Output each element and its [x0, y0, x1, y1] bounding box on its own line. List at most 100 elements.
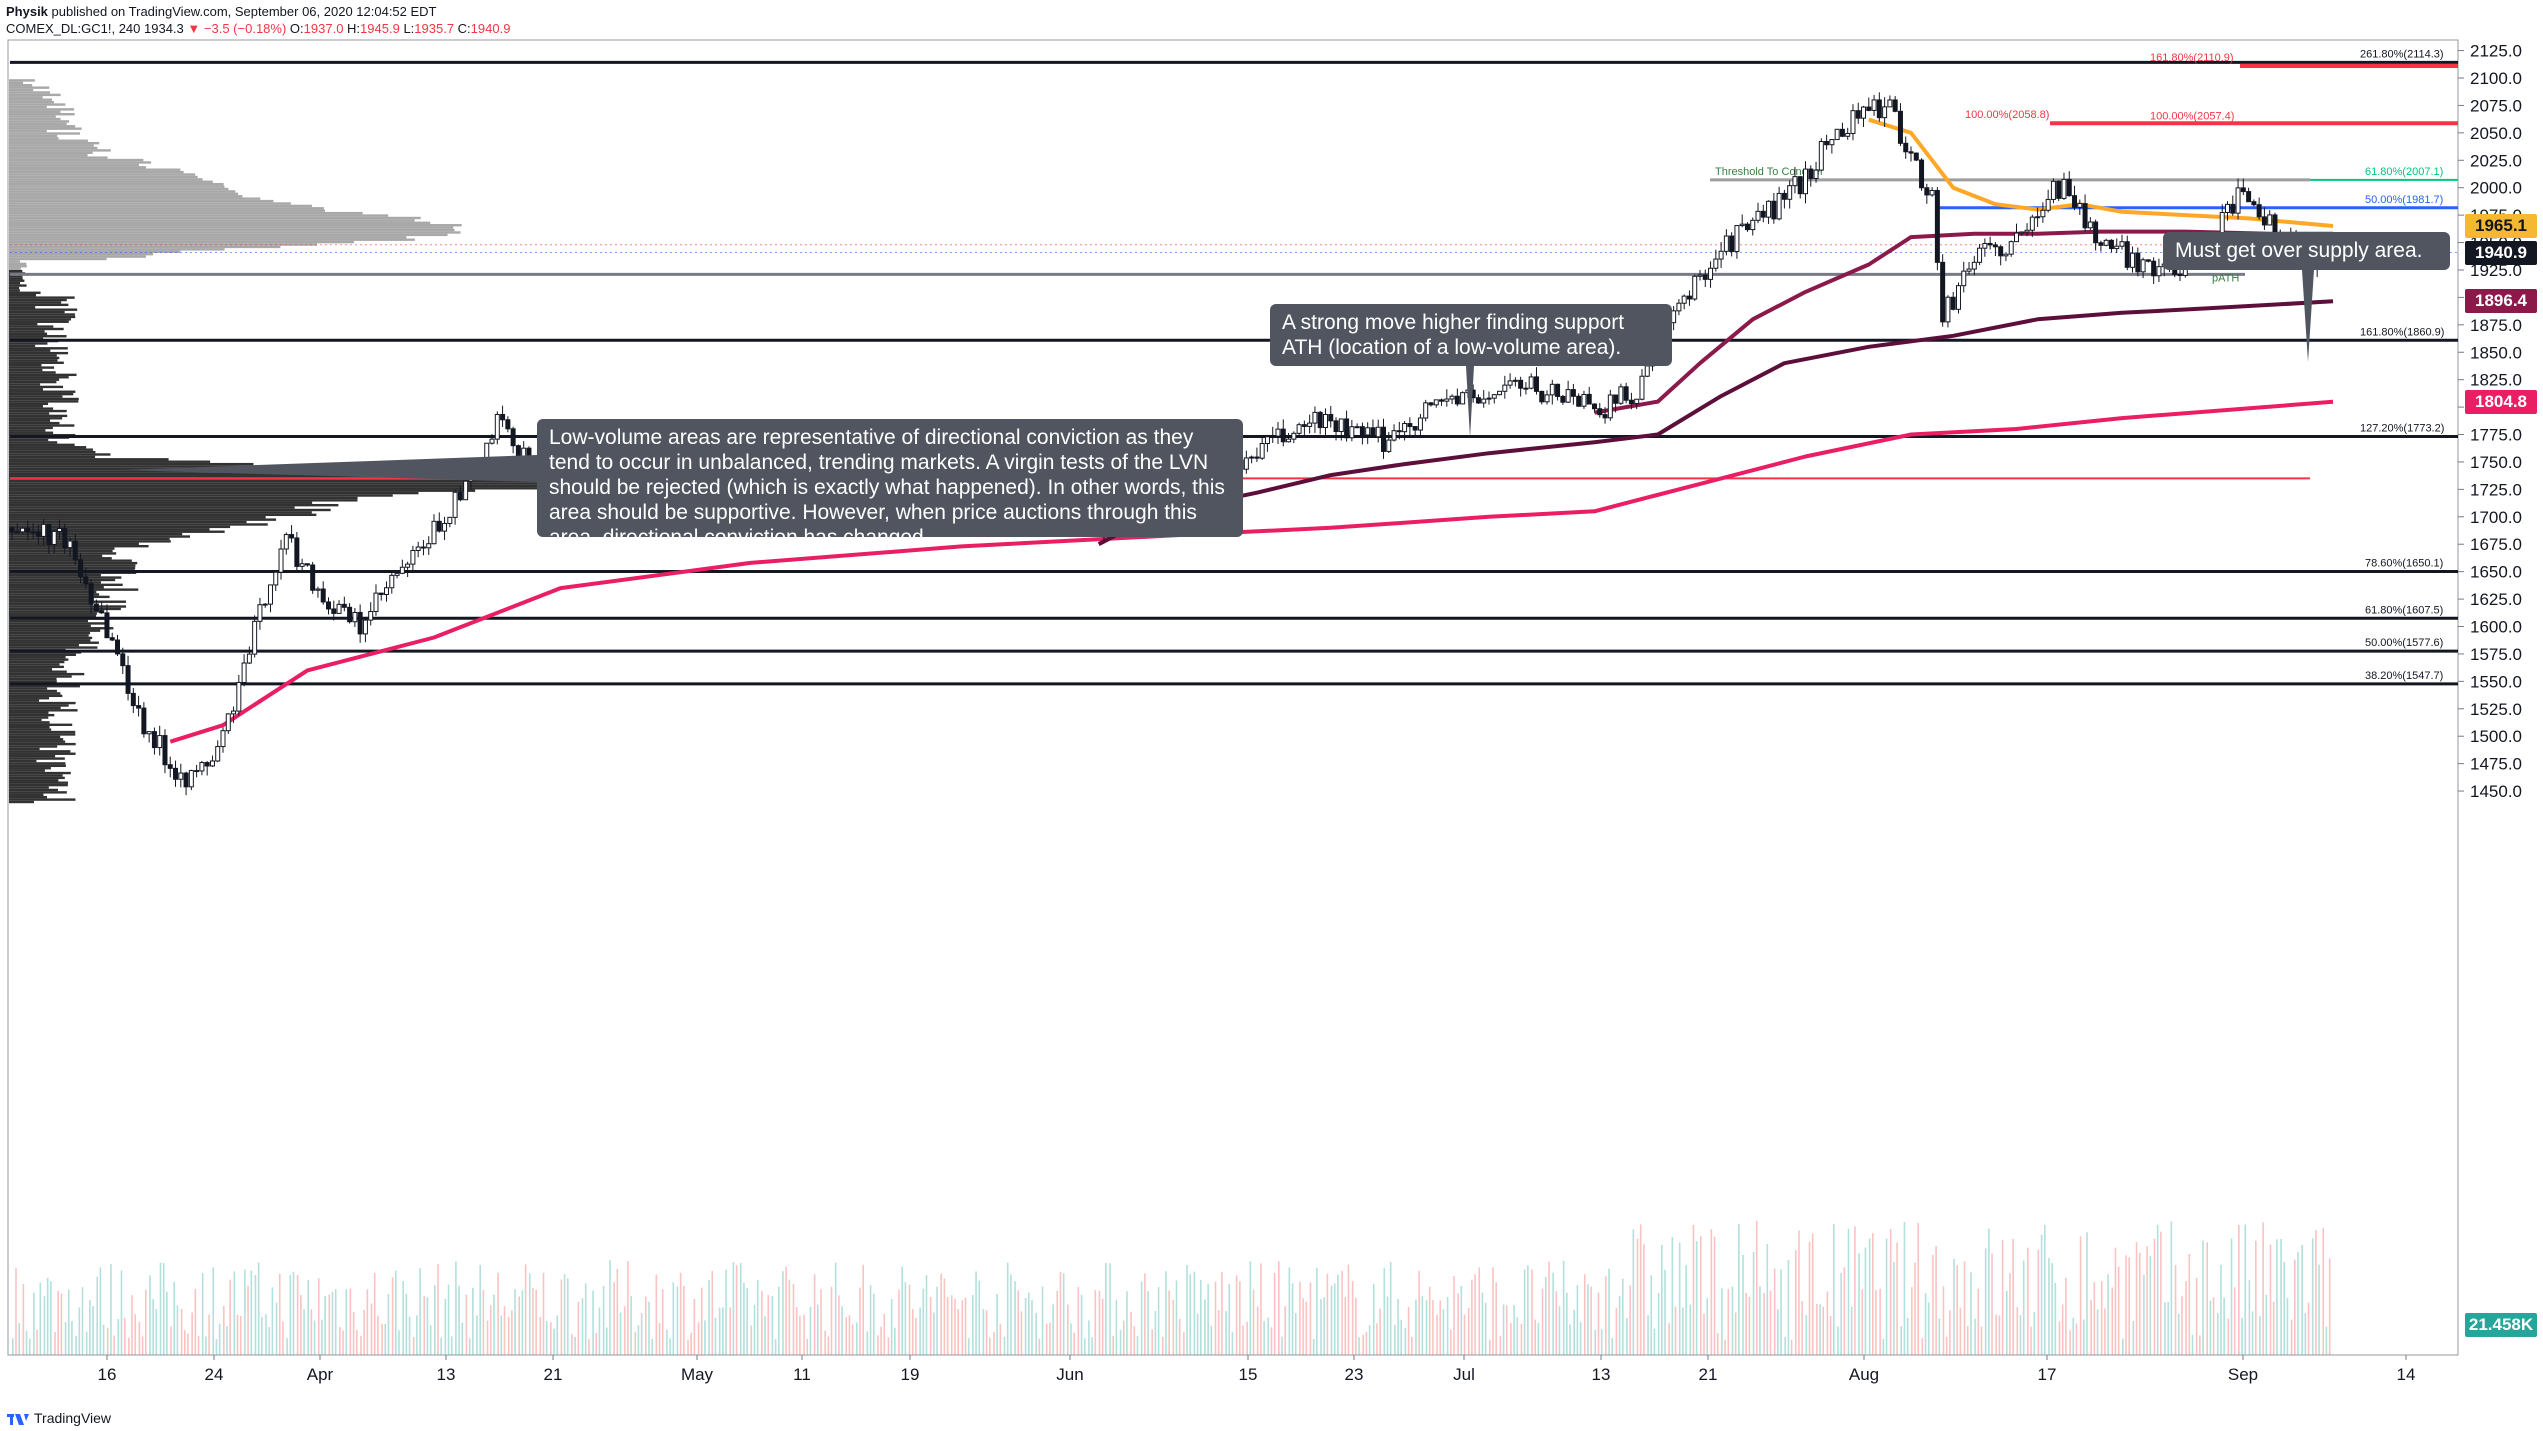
volume-bar	[1537, 1323, 1540, 1355]
volume-bar	[1629, 1285, 1631, 1355]
symbol-name[interactable]: COMEX_DL:GC1!, 240	[6, 21, 141, 36]
volume-bar	[890, 1299, 893, 1355]
volume-bar	[528, 1273, 531, 1355]
volume-bar	[1284, 1306, 1286, 1355]
x-tick-label: 23	[1345, 1365, 1364, 1384]
candle-body	[1354, 426, 1360, 429]
volume-bar	[711, 1270, 714, 1355]
volume-bar	[1745, 1292, 1747, 1355]
volume-bar	[1028, 1292, 1030, 1355]
volume-bar	[964, 1297, 967, 1355]
volume-bar	[317, 1278, 320, 1355]
volume-bar	[1643, 1244, 1645, 1355]
volume-bar	[851, 1324, 854, 1355]
volume-profile-bin	[9, 240, 354, 244]
volume-profile-bin	[9, 557, 112, 560]
footer-brand[interactable]: TradingView	[6, 1410, 111, 1427]
volume-bar	[1467, 1307, 1470, 1355]
volume-bar	[866, 1331, 869, 1355]
volume-bar	[788, 1279, 791, 1355]
volume-profile-bin	[9, 554, 103, 558]
volume-bar	[1400, 1319, 1403, 1355]
author-name[interactable]: Physik	[6, 4, 48, 19]
volume-bar	[1727, 1288, 1730, 1355]
volume-bar	[1291, 1283, 1294, 1355]
volume-bar	[310, 1309, 313, 1355]
close-value: 1940.9	[470, 21, 511, 36]
volume-profile-bin	[9, 499, 358, 502]
volume-profile-bin	[9, 441, 58, 444]
candle-body	[463, 480, 469, 501]
moving-average-line	[1594, 229, 2333, 415]
high-value: 1945.9	[360, 21, 400, 36]
moving-average-line	[169, 399, 2334, 744]
volume-profile-bin	[9, 564, 136, 567]
volume-bar	[2315, 1230, 2317, 1355]
x-tick-label: May	[681, 1365, 714, 1384]
volume-profile-bin	[9, 783, 68, 787]
volume-bar	[560, 1279, 563, 1355]
candle-body	[1887, 99, 1893, 108]
volume-bar	[2272, 1301, 2275, 1355]
volume-profile-bin	[9, 590, 97, 594]
volume-bar	[518, 1296, 520, 1355]
volume-bar	[229, 1279, 231, 1355]
volume-bar	[1583, 1274, 1586, 1355]
volume-bar	[307, 1279, 309, 1355]
volume-profile-bin	[9, 559, 132, 562]
volume-bar	[795, 1307, 798, 1355]
volume-bar	[792, 1284, 795, 1355]
volume-profile-bin	[9, 709, 78, 712]
volume-profile-bin	[9, 322, 38, 326]
volume-bar	[1980, 1326, 1983, 1355]
volume-bar	[563, 1273, 566, 1355]
volume-profile-bin	[9, 79, 35, 82]
candle-body	[447, 516, 453, 524]
volume-bar	[1819, 1304, 1821, 1355]
volume-profile-bin	[9, 692, 61, 695]
volume-bar	[581, 1298, 584, 1355]
volume-profile-bin	[9, 294, 36, 297]
candle-body	[1518, 379, 1524, 389]
candle-body	[220, 730, 226, 748]
volume-bar	[170, 1326, 172, 1355]
volume-bar	[81, 1287, 84, 1355]
volume-profile-bin	[9, 701, 76, 705]
candle-body	[1808, 168, 1814, 179]
volume-bar	[1738, 1224, 1740, 1355]
volume-bar	[423, 1296, 426, 1355]
volume-bar	[1523, 1269, 1526, 1355]
volume-bar	[2294, 1259, 2296, 1355]
candle-body	[1919, 159, 1925, 189]
volume-bar	[598, 1307, 601, 1355]
candle-body	[1929, 189, 1935, 196]
volume-bar	[985, 1310, 988, 1355]
volume-bar	[1418, 1270, 1420, 1355]
volume-profile-bin	[9, 547, 115, 550]
publication-header: Physik published on TradingView.com, Sep…	[6, 4, 437, 19]
candle-body	[83, 576, 89, 585]
volume-bar	[342, 1330, 344, 1355]
volume-bar	[257, 1262, 260, 1355]
volume-bar	[2244, 1224, 2247, 1355]
candle-body	[1977, 247, 1983, 263]
volume-bar	[1003, 1336, 1006, 1355]
volume-bar	[303, 1309, 305, 1355]
volume-bar	[2122, 1338, 2124, 1355]
volume-bar	[2233, 1287, 2236, 1355]
volume-profile-bin	[9, 344, 36, 348]
volume-bar	[67, 1289, 70, 1355]
volume-bar	[2065, 1277, 2067, 1355]
volume-bar	[405, 1293, 408, 1355]
volume-bar	[602, 1285, 605, 1355]
candle-body	[310, 564, 316, 591]
candle-body	[452, 491, 458, 518]
volume-profile-bin	[9, 494, 393, 497]
volume-bar	[1748, 1296, 1751, 1355]
volume-bar	[2311, 1238, 2314, 1355]
volume-bar	[982, 1309, 985, 1355]
candle-body	[320, 588, 326, 603]
volume-profile-bin	[9, 520, 247, 524]
volume-bar	[722, 1307, 724, 1355]
